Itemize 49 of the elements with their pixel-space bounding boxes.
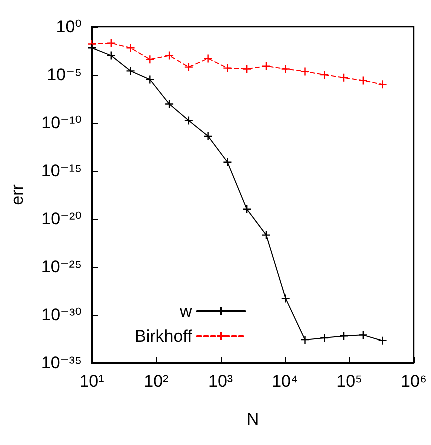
- point: [184, 62, 194, 72]
- point: [242, 64, 252, 74]
- point: [262, 230, 272, 240]
- point: [300, 335, 310, 345]
- x-tick-label: 10³: [208, 372, 234, 391]
- point: [106, 38, 116, 48]
- y-tick-label: 10⁻³⁰: [42, 306, 82, 324]
- point: [262, 62, 272, 71]
- y-tick-label: 10⁻³⁵: [41, 354, 82, 372]
- point: [320, 333, 330, 343]
- point: [223, 158, 232, 167]
- point: [339, 73, 349, 82]
- x-tick-label: 10⁵: [336, 372, 363, 391]
- point: [184, 116, 194, 126]
- point: [164, 51, 174, 60]
- x-tick-label: 10¹: [80, 372, 105, 391]
- point: [146, 55, 155, 64]
- point: [281, 294, 290, 304]
- point: [339, 332, 349, 341]
- point: [358, 330, 368, 340]
- y-axis-title: err: [8, 184, 27, 206]
- x-tick-label: 10²: [144, 372, 170, 391]
- y-tick-label: 10⁻²⁵: [41, 258, 82, 276]
- legend-label: Birkhoff: [134, 327, 193, 346]
- point: [378, 80, 388, 90]
- legend-label: w: [179, 302, 194, 321]
- x-tick-label: 10⁴: [272, 372, 298, 391]
- point: [204, 54, 213, 64]
- point: [87, 44, 97, 53]
- y-tick-label: 10⁻²⁰: [42, 210, 82, 228]
- point: [204, 132, 213, 142]
- point: [320, 70, 330, 80]
- point: [223, 64, 232, 73]
- point: [164, 100, 174, 109]
- y-tick-label: 10⁻¹⁰: [42, 114, 82, 132]
- y-tick-label: 10⁰: [56, 18, 82, 36]
- point: [126, 66, 136, 76]
- x-axis-title: N: [246, 410, 260, 429]
- point: [281, 64, 290, 74]
- y-tick-label: 10⁻⁵: [47, 66, 82, 84]
- point: [146, 75, 155, 84]
- point: [300, 67, 310, 76]
- point: [242, 204, 252, 214]
- point: [358, 76, 368, 86]
- point: [378, 336, 388, 346]
- point: [126, 44, 136, 53]
- point: [106, 51, 116, 60]
- y-tick-label: 10⁻¹⁵: [41, 162, 82, 180]
- x-tick-label: 10⁶: [401, 372, 427, 391]
